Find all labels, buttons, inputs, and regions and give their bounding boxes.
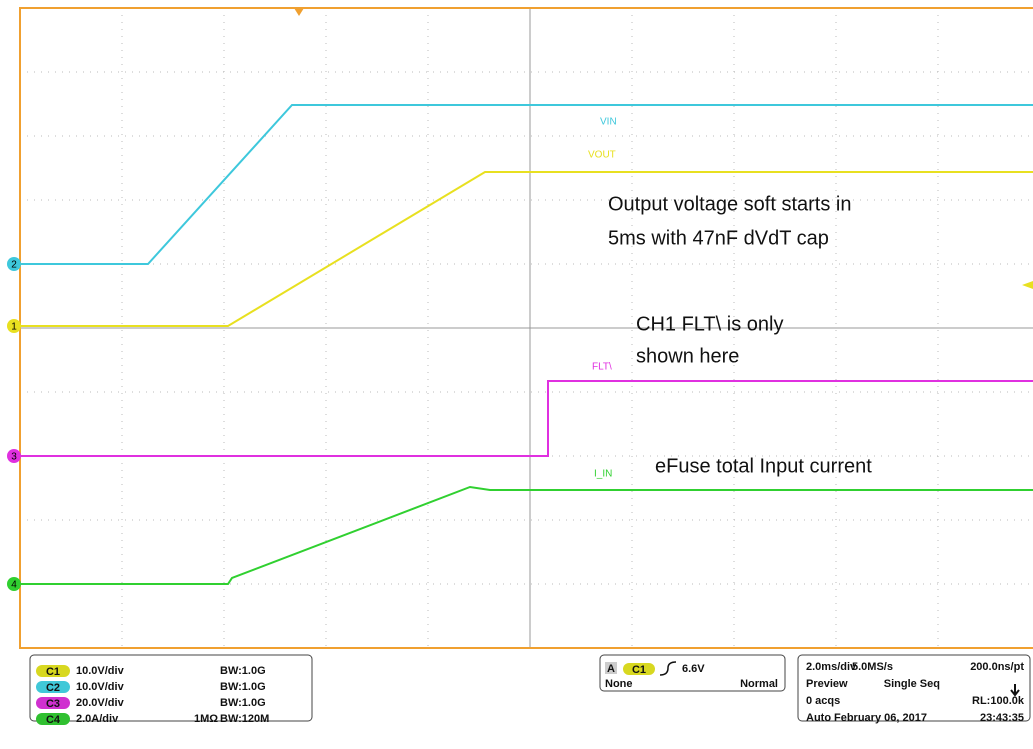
channel-badge (36, 713, 70, 725)
acquisition-field: 0 acqs (806, 695, 840, 707)
channel-badge (36, 665, 70, 677)
channel-badge (36, 681, 70, 693)
acquisition-field: RL:100.0k (972, 695, 1025, 707)
acquisition-field: Preview (806, 678, 848, 690)
vin-trace (20, 104, 1033, 265)
trigger-position (294, 8, 304, 16)
acquisition-field: February 06, 2017 (834, 712, 927, 724)
acquisition-field: 2.0ms/div (806, 661, 857, 673)
channel-marker (7, 449, 21, 463)
channel-impedance: 1MΩ (194, 713, 218, 725)
trace-label: VOUT (588, 150, 616, 161)
channel-marker-label: 1 (11, 322, 17, 333)
flt-trace (20, 380, 1033, 457)
channel-scale: 10.0V/div (76, 665, 125, 677)
trace-label: VIN (600, 117, 617, 128)
acquisition-panel (797, 654, 1031, 722)
trigger-slope (659, 661, 677, 676)
iin-trace (20, 485, 1033, 585)
trigger-source-box (605, 662, 617, 674)
annotation: eFuse total Input current (655, 455, 872, 477)
channel-marker (7, 257, 21, 271)
annotation: 5ms with 47nF dVdT cap (608, 227, 829, 249)
channel-marker-label: 3 (11, 452, 17, 463)
trigger-level: 6.6V (682, 663, 705, 675)
channel-id: C3 (46, 698, 60, 710)
trigger-channel-badge (623, 663, 655, 675)
channel-scale: 10.0V/div (76, 681, 125, 693)
channel-bandwidth: BW:1.0G (220, 665, 266, 677)
arrow-icon (1010, 684, 1020, 697)
annotation: CH1 FLT\ is only (636, 313, 783, 335)
trace-label: I_IN (594, 469, 612, 480)
channel-scale: 20.0V/div (76, 697, 125, 709)
trace-label: FLT\ (592, 362, 612, 373)
channel-marker-label: 4 (11, 580, 17, 591)
trigger-mode: Normal (740, 678, 778, 690)
annotation: shown here (636, 345, 739, 367)
channel-scale: 2.0A/div (76, 713, 119, 725)
trigger-coupling: None (605, 678, 633, 690)
channel-id: C1 (46, 666, 60, 678)
channel-marker (7, 577, 21, 591)
trigger-channel: C1 (632, 664, 646, 676)
channel-panel (29, 654, 313, 722)
channel-bandwidth: BW:120M (220, 713, 269, 725)
channel-badge (36, 697, 70, 709)
channel-marker-label: 2 (11, 260, 17, 271)
channel-bandwidth: BW:1.0G (220, 697, 266, 709)
acquisition-field: 23:43:35 (980, 712, 1024, 724)
acquisition-field: Auto (806, 712, 831, 724)
trigger-source: A (607, 663, 615, 675)
trigger-level (1022, 281, 1033, 289)
channel-marker (7, 319, 21, 333)
acquisition-field: Single Seq (884, 678, 940, 690)
channel-bandwidth: BW:1.0G (220, 681, 266, 693)
annotation: Output voltage soft starts in (608, 193, 851, 215)
channel-id: C2 (46, 682, 60, 694)
acquisition-field: 5.0MS/s (852, 661, 893, 673)
vout-trace (20, 171, 1033, 327)
channel-id: C4 (46, 714, 61, 726)
acquisition-field: 200.0ns/pt (970, 661, 1024, 673)
